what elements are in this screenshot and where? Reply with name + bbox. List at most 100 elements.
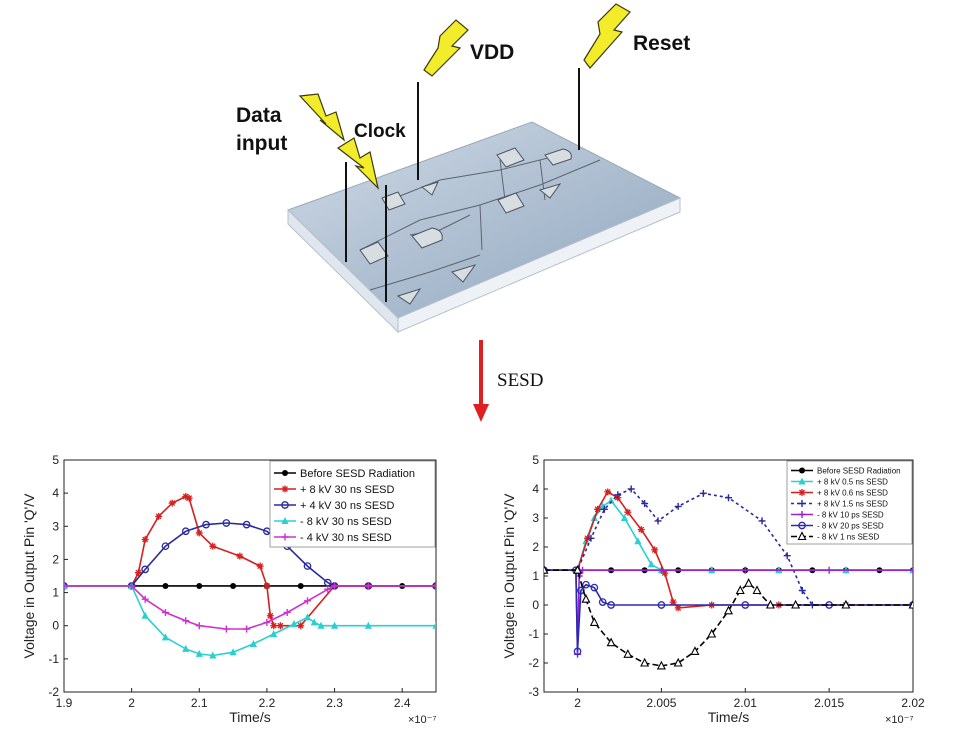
logic-gates xyxy=(359,147,572,305)
data-point xyxy=(623,649,633,658)
data-point xyxy=(141,611,149,619)
legend-marker xyxy=(282,470,288,476)
data-point xyxy=(303,613,312,621)
x-tick-label: 2.4 xyxy=(394,696,411,710)
data-point xyxy=(674,604,682,612)
x-tick-label: 2.005 xyxy=(646,696,676,710)
chart-right: 2 2.005 2.01 2.015 2.02 -3 -2 -1 0 1 2 3 4 5 Time/s ×10… xyxy=(501,453,925,726)
y-tick-label: 1 xyxy=(52,586,59,600)
label-reset: Reset xyxy=(633,32,690,55)
data-point xyxy=(690,646,700,655)
data-point xyxy=(587,534,595,542)
data-point xyxy=(270,622,278,630)
data-point xyxy=(640,657,650,667)
data-point xyxy=(276,622,284,630)
circuit-board-diagram: Data input Clock VDD Reset xyxy=(236,3,690,422)
data-point xyxy=(573,564,583,574)
data-point xyxy=(249,639,257,647)
legend-entry: - 4 kV 30 ns SESD xyxy=(300,532,392,544)
data-point xyxy=(195,529,203,537)
data-point xyxy=(600,505,608,513)
data-point xyxy=(141,565,150,574)
data-point xyxy=(182,617,190,625)
y-axis-label: Voltage in Output Pin 'Q'/V xyxy=(501,493,517,659)
data-point xyxy=(364,621,372,629)
data-point xyxy=(155,512,163,520)
data-point xyxy=(222,625,230,633)
data-point xyxy=(627,485,635,493)
data-point xyxy=(230,582,237,589)
x-tick-label: 2.1 xyxy=(191,696,208,710)
series-6 xyxy=(544,564,913,670)
data-point xyxy=(765,599,775,609)
y-tick-label: 5 xyxy=(532,453,539,467)
y-tick-label: -3 xyxy=(528,685,539,699)
data-point xyxy=(324,585,332,593)
data-point xyxy=(707,628,717,638)
schematic-traces xyxy=(359,154,601,291)
data-point xyxy=(283,608,291,616)
x-tick-label: 2.3 xyxy=(326,696,343,710)
data-point xyxy=(606,637,616,647)
x-tick-label: 2 xyxy=(574,696,581,710)
series-3 xyxy=(64,581,436,659)
data-point xyxy=(141,536,149,544)
data-point xyxy=(181,527,190,536)
y-tick-label: 0 xyxy=(52,619,59,633)
data-point xyxy=(195,622,203,630)
legend-marker xyxy=(281,517,289,524)
y-tick-label: -2 xyxy=(48,685,59,699)
legend-marker xyxy=(281,533,289,541)
y-tick-label: 3 xyxy=(532,511,539,525)
y-tick-label: 2 xyxy=(52,552,59,566)
data-point xyxy=(317,621,325,629)
y-tick-label: 3 xyxy=(52,519,59,533)
data-point xyxy=(798,587,806,594)
label-vdd: VDD xyxy=(470,41,514,64)
data-point xyxy=(182,492,190,500)
series-line xyxy=(544,569,913,652)
legend-entry: - 8 kV 10 ps SESD xyxy=(817,510,884,519)
sesd-arrow-label: SESD xyxy=(497,370,544,391)
legend-entry: Before SESD Radiation xyxy=(300,468,415,480)
data-point xyxy=(162,582,169,589)
data-point xyxy=(303,562,312,570)
data-point xyxy=(161,633,170,641)
legend-entry: - 8 kV 20 ps SESD xyxy=(817,521,884,530)
data-point xyxy=(303,597,311,605)
x-tick-label: 1.9 xyxy=(56,696,73,710)
data-point xyxy=(364,582,372,590)
y-tick-label: 2 xyxy=(532,540,539,554)
legend-entry: + 8 kV 0.6 ns SESD xyxy=(817,488,888,497)
data-point xyxy=(741,601,750,609)
series-line xyxy=(64,522,436,587)
data-point xyxy=(699,489,707,497)
data-point xyxy=(263,582,271,590)
data-point xyxy=(674,502,682,510)
data-point xyxy=(297,622,305,630)
data-point xyxy=(161,608,169,616)
data-point xyxy=(661,569,669,577)
y-tick-label: 0 xyxy=(532,598,539,612)
data-point xyxy=(841,599,851,609)
data-point xyxy=(161,542,170,551)
legend-entry: + 8 kV 1.5 ns SESD xyxy=(817,499,888,508)
data-point xyxy=(647,560,655,568)
data-point xyxy=(741,566,749,574)
data-point xyxy=(657,601,666,609)
data-point xyxy=(297,582,304,589)
data-point xyxy=(196,582,203,589)
data-point xyxy=(134,569,142,577)
legend-marker xyxy=(798,521,806,530)
data-point xyxy=(669,598,677,606)
label-data-input-1: Data xyxy=(236,104,282,127)
y-tick-label: -1 xyxy=(528,627,539,641)
data-point xyxy=(579,566,587,574)
data-point xyxy=(202,520,210,529)
legend-entry: + 8 kV 30 ns SESD xyxy=(300,484,395,496)
x-axis-exponent: ×10⁻⁷ xyxy=(408,714,436,726)
data-point xyxy=(330,621,339,629)
data-point xyxy=(209,542,217,550)
x-axis-label: Time/s xyxy=(708,709,749,725)
data-point xyxy=(544,564,549,574)
